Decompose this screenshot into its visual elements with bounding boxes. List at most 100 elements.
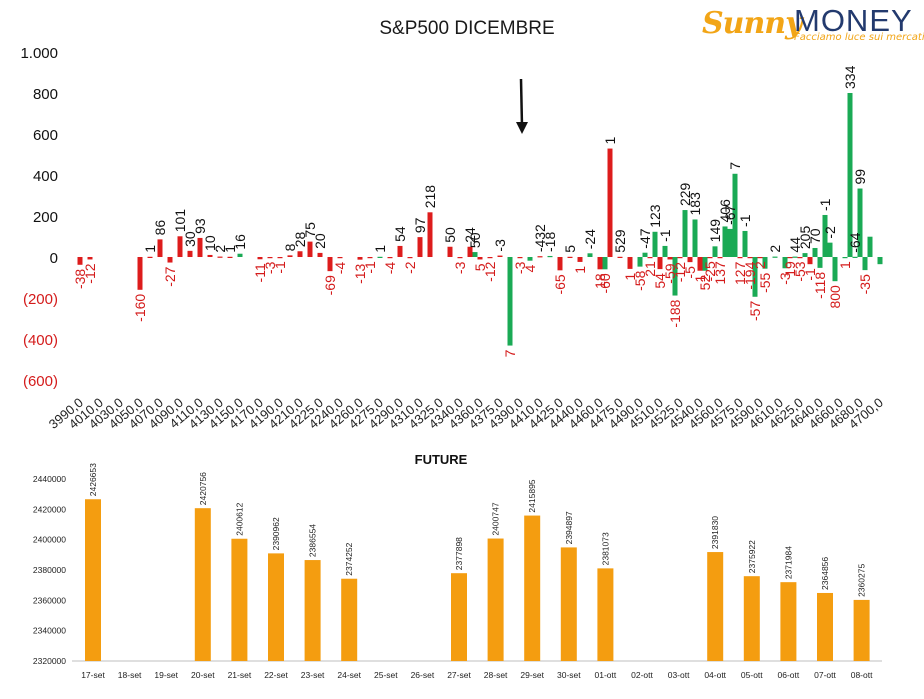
future-x-axis: 17-set 18-set 19-set 20-set 21-set 22-set 23-s… xyxy=(81,670,873,680)
bar xyxy=(367,257,373,259)
data-label: 28 xyxy=(292,231,308,247)
data-label: 1 xyxy=(622,273,638,281)
data-label: -4 xyxy=(332,262,348,275)
bar xyxy=(732,173,738,257)
future-y-tick-label: 2380000 xyxy=(33,565,66,575)
bar xyxy=(842,257,848,259)
future-data-label: 2386554 xyxy=(308,524,318,557)
bar xyxy=(587,253,593,257)
future-x-tick-label: 06-ott xyxy=(778,670,800,680)
bar xyxy=(677,257,683,259)
data-label: 2 xyxy=(752,261,768,269)
bar xyxy=(627,257,633,269)
future-data-label: 2375922 xyxy=(747,540,757,573)
future-bar xyxy=(524,515,541,661)
future-x-tick-label: 01-ott xyxy=(595,670,617,680)
bar xyxy=(467,246,473,257)
future-x-tick-label: 23-set xyxy=(301,670,325,680)
bar xyxy=(822,214,828,257)
data-label: -13 xyxy=(352,263,368,283)
data-label: -3 xyxy=(492,239,508,252)
bar xyxy=(157,239,163,257)
future-data-label: 2381073 xyxy=(600,532,610,565)
bar xyxy=(557,257,563,271)
data-label: 218 xyxy=(422,185,438,209)
x-axis: 3990,04010,04030,04050,04070,04090,04110… xyxy=(46,395,886,432)
bar xyxy=(567,256,573,258)
data-label: -1 xyxy=(737,214,753,227)
data-label: 5 xyxy=(562,245,578,253)
sp500-options-chart: S&P500 DICEMBRE 1.000 800 600 400 200 0 (200) (… xyxy=(20,18,885,432)
future-bar xyxy=(451,573,467,661)
bar xyxy=(617,256,623,258)
data-label: 406 xyxy=(717,199,733,223)
future-x-tick-label: 19-set xyxy=(154,670,178,680)
bar xyxy=(642,252,648,257)
bar xyxy=(257,257,263,260)
bar xyxy=(722,226,728,257)
bar xyxy=(717,257,723,259)
bar xyxy=(207,254,213,257)
bar xyxy=(357,257,363,260)
bar xyxy=(527,257,533,261)
data-labels: -38-12-160186-271013093102116-11-3-18287… xyxy=(72,65,873,357)
logo-brand-sunny: Sunny xyxy=(702,6,803,41)
future-data-label: 2374252 xyxy=(344,542,354,575)
data-label: -59 xyxy=(662,263,678,283)
future-data-label: 2360275 xyxy=(857,564,867,597)
future-y-tick-label: 2340000 xyxy=(33,626,66,636)
y-tick-label: (400) xyxy=(23,332,58,349)
data-label: -12 xyxy=(672,262,688,282)
data-label: -160 xyxy=(132,294,148,322)
future-y-axis: 2440000 2420000 2400000 2380000 2360000 23400… xyxy=(33,474,66,666)
data-label: -57 xyxy=(747,301,763,321)
bar xyxy=(327,257,333,272)
bar xyxy=(657,257,663,270)
bar xyxy=(477,257,483,260)
bar xyxy=(267,257,273,259)
data-label: 52 xyxy=(697,275,713,291)
data-label: -3 xyxy=(262,261,278,274)
logo-tagline: Facciamo luce sui mercati xyxy=(794,32,924,43)
bar-series xyxy=(77,93,883,346)
data-label: -47 xyxy=(637,228,653,248)
bar xyxy=(317,252,323,257)
data-label: -12 xyxy=(82,263,98,283)
bar xyxy=(307,241,313,257)
data-label: 24 xyxy=(462,227,478,243)
data-label: -58 xyxy=(632,270,648,290)
future-bar xyxy=(85,499,101,661)
data-label: -11 xyxy=(252,263,268,282)
data-label: -3 xyxy=(512,261,528,274)
data-label: 99 xyxy=(852,169,868,185)
data-label: -4 xyxy=(382,262,398,275)
data-label: 529 xyxy=(612,229,628,253)
bar xyxy=(597,257,603,270)
future-x-tick-label: 25-set xyxy=(374,670,398,680)
bar xyxy=(147,256,153,258)
data-label: -35 xyxy=(857,274,873,294)
y-tick-label: 800 xyxy=(33,86,58,103)
bar xyxy=(387,257,393,259)
bar xyxy=(697,257,703,271)
data-label: 205 xyxy=(797,226,813,250)
bar xyxy=(377,256,383,258)
data-label: 1 xyxy=(572,266,588,274)
future-data-label: 2391830 xyxy=(710,516,720,549)
data-label: -53 xyxy=(792,261,808,281)
data-label: -1 xyxy=(362,261,378,274)
bar xyxy=(847,93,853,257)
future-x-tick-label: 28-set xyxy=(484,670,508,680)
data-label: 123 xyxy=(647,204,663,228)
future-x-tick-label: 26-set xyxy=(411,670,435,680)
bar xyxy=(447,246,453,257)
bar xyxy=(237,253,243,257)
data-label: 44 xyxy=(787,237,803,253)
bar xyxy=(682,210,688,257)
bar xyxy=(802,253,808,257)
data-label: -1 xyxy=(657,229,673,242)
y-tick-label: (200) xyxy=(23,291,58,308)
bar xyxy=(517,257,523,259)
bar xyxy=(747,257,753,259)
